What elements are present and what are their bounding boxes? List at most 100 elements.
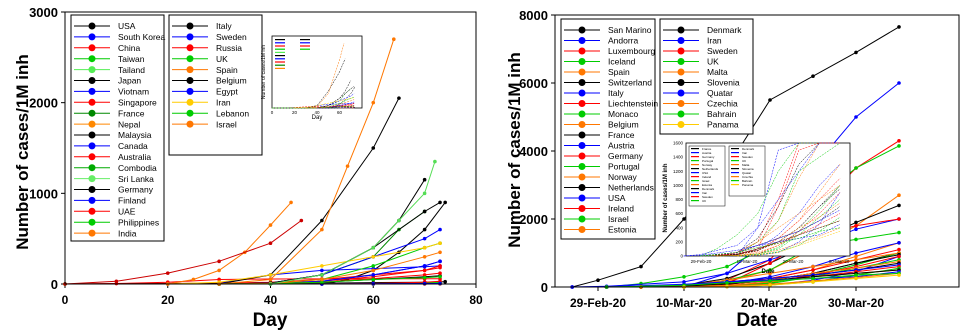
right-inset-legend-label: Sweden [702, 195, 713, 199]
legend-marker [578, 100, 586, 107]
right-data-point [768, 268, 772, 272]
left-inset-legend-swatch [300, 48, 310, 50]
legend-label: Sweden [216, 32, 247, 42]
legend-label: France [118, 108, 145, 118]
right-data-point [639, 264, 643, 269]
left-data-point [268, 241, 273, 245]
left-data-point [371, 254, 376, 259]
left-data-point [299, 218, 304, 223]
legend-label: Czechia [707, 99, 738, 109]
legend-marker [578, 184, 586, 191]
left-data-point [422, 264, 427, 268]
right-inset-legend-swatch [691, 180, 699, 182]
legend-label: Malta [707, 67, 728, 77]
legend-label: Singapore [118, 98, 157, 108]
legend-marker [578, 37, 586, 44]
legend-marker [186, 66, 194, 74]
right-inset-y-tick: 1400 [673, 155, 684, 160]
right-data-point [768, 271, 772, 276]
right-inset-legend-label: Denmark [702, 187, 715, 191]
right-data-point [811, 268, 815, 272]
right-inset-legend-label: Quatar [742, 171, 751, 175]
right-inset-legend-label: UK [742, 159, 746, 163]
right-inset-legend-label: Ireland [702, 175, 712, 179]
right-data-point [897, 25, 901, 29]
left-data-point [165, 271, 170, 275]
legend-marker [88, 131, 96, 139]
left-inset-line [294, 96, 355, 109]
legend-marker [186, 120, 194, 128]
right-data-point [854, 224, 858, 228]
right-inset-legend-swatch [731, 148, 739, 150]
left-inset-legend-swatch [275, 45, 285, 47]
chart-left: Number of cases/1M inh Day 0 20 40 60 80 0 100… [13, 5, 483, 331]
right-data-point [682, 217, 686, 221]
legend-marker [88, 22, 96, 30]
left-inset-legend-swatch [275, 58, 285, 60]
legend-marker [578, 173, 586, 181]
legend-marker [677, 58, 685, 65]
right-inset-legend-box [728, 145, 766, 197]
legend-label: Spain [216, 65, 238, 75]
right-inset-legend-swatch [691, 188, 699, 190]
right-data-point [596, 278, 600, 283]
legend-label: USA [118, 21, 136, 31]
left-data-point [397, 96, 401, 100]
left-y-tick-label: 1000 [29, 186, 58, 201]
right-data-point [854, 251, 858, 255]
legend-marker [88, 229, 96, 237]
left-data-point [217, 277, 221, 282]
left-inset-x-tick: 60 [337, 110, 343, 115]
right-data-point [897, 144, 901, 148]
legend-label: South Korea [118, 32, 166, 42]
legend-label: Egypt [216, 87, 238, 97]
legend-label: Germany [608, 151, 644, 161]
right-inset: Number of cases/1M inh Date 0 200 400 600 80… [663, 141, 851, 275]
legend-marker [88, 87, 96, 95]
legend-marker [186, 77, 194, 84]
right-inset-legend-swatch [731, 164, 739, 166]
legend-marker [88, 175, 96, 183]
left-inset-x-tick: 20 [292, 110, 298, 115]
right-data-point [811, 280, 815, 284]
left-data-point [422, 227, 427, 232]
right-inset-legend-label: Germany [702, 155, 715, 159]
right-inset-legend-swatch [731, 152, 739, 154]
left-inset-legend-swatch [300, 45, 310, 47]
legend-marker [578, 205, 586, 212]
right-inset-legend-label: Iran [702, 191, 708, 195]
legend-marker [677, 100, 685, 107]
right-inset-ticks: 0 200 400 600 800 1000 1200 1400 1600 29-Feb-20 10… [673, 141, 850, 265]
right-inset-line [716, 199, 841, 257]
right-inset-legend-label: Malta [742, 163, 750, 167]
right-inset-line [683, 209, 841, 257]
legend-label: Spain [608, 67, 630, 77]
right-inset-y-tick: 200 [675, 239, 683, 244]
left-series-line [64, 220, 302, 285]
right-inset-x-tick: 29-Feb-20 [691, 259, 712, 264]
legend-marker [677, 121, 685, 128]
right-inset-y-tick: 0 [680, 254, 683, 259]
right-inset-legend-label: Portugal [702, 159, 714, 163]
right-inset-legend-swatch [731, 176, 739, 178]
legend-marker [186, 55, 194, 63]
left-data-point [320, 268, 324, 273]
right-data-point [897, 273, 901, 277]
legend-label: Monaco [608, 109, 639, 119]
right-data-point [725, 271, 729, 276]
legend-label: Liechtenstein [608, 99, 658, 109]
right-inset-y-tick: 600 [675, 211, 683, 216]
left-x-tick-label: 0 [62, 293, 69, 307]
right-y-tick-label: 2000 [519, 212, 548, 227]
right-inset-legend-label: Iran [742, 151, 748, 155]
left-inset-legend-swatch [275, 55, 285, 57]
right-inset-line [716, 227, 841, 257]
legend-label: Denmark [707, 25, 742, 35]
legend-marker [578, 68, 586, 76]
left-data-point [320, 273, 324, 277]
left-data-point [289, 200, 293, 205]
legend-marker [578, 142, 586, 149]
legend-marker [677, 89, 685, 97]
legend-marker [677, 68, 685, 76]
